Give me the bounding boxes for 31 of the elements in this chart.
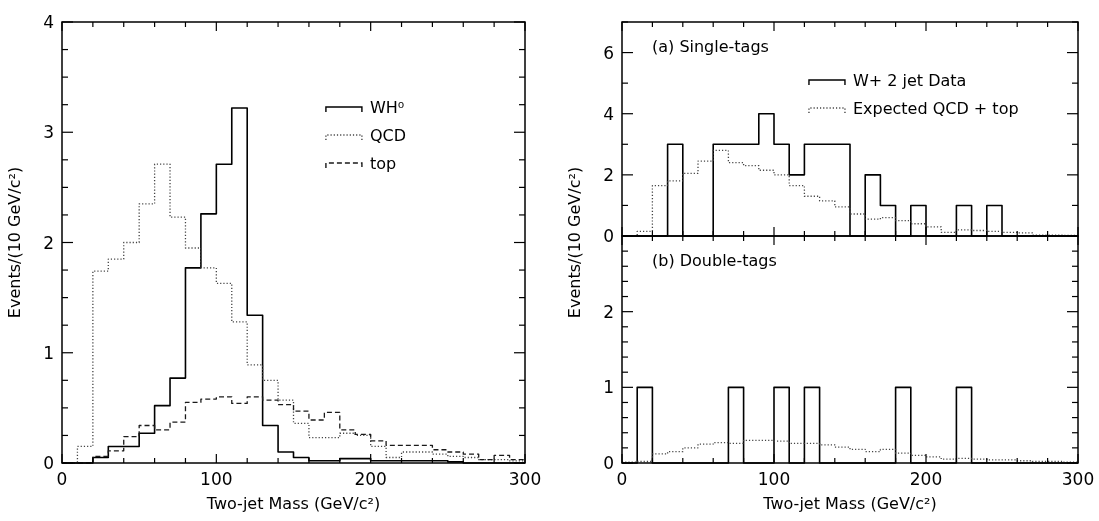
legend-label: W+ 2 jet Data — [852, 71, 967, 90]
y-tick-label: 4 — [43, 12, 54, 32]
x-tick-label: 100 — [757, 469, 791, 489]
y-tick-label: 4 — [603, 103, 614, 124]
x-axis-title: Two-jet Mass (GeV/c²) — [205, 494, 381, 513]
annotation: (b) Double-tags — [652, 251, 777, 270]
x-tick-label: 300 — [1061, 469, 1095, 489]
x-tick-label: 300 — [508, 469, 542, 489]
legend-label: top — [369, 154, 397, 173]
y-axis-title: Events/(10 GeV/c²) — [5, 166, 24, 319]
y-tick-label: 2 — [603, 301, 614, 322]
legend-label: QCD — [369, 126, 406, 145]
x-tick-label: 100 — [200, 469, 233, 489]
annotation: (a) Single-tags — [652, 37, 769, 56]
y-tick-label: 2 — [43, 232, 54, 253]
y-tick-label: 3 — [43, 122, 54, 143]
legend-label: WH⁰ — [369, 98, 405, 117]
x-tick-label: 200 — [354, 469, 387, 489]
y-tick-label: 0 — [43, 453, 54, 473]
legend-label: Expected QCD + top — [852, 99, 1019, 118]
x-axis-title: Two-jet Mass (GeV/c²) — [762, 494, 937, 513]
x-tick-label: 0 — [616, 469, 628, 489]
y-tick-label: 1 — [603, 377, 614, 398]
x-tick-label: 200 — [909, 469, 943, 489]
y-tick-label: 0 — [603, 453, 614, 473]
x-tick-label: 0 — [56, 469, 68, 489]
y-tick-label: 2 — [603, 164, 614, 185]
y-tick-label: 0 — [603, 226, 614, 246]
y-tick-label: 1 — [43, 342, 54, 363]
y-axis-title: Events/(10 GeV/c²) — [565, 166, 584, 319]
y-tick-label: 6 — [603, 42, 614, 63]
